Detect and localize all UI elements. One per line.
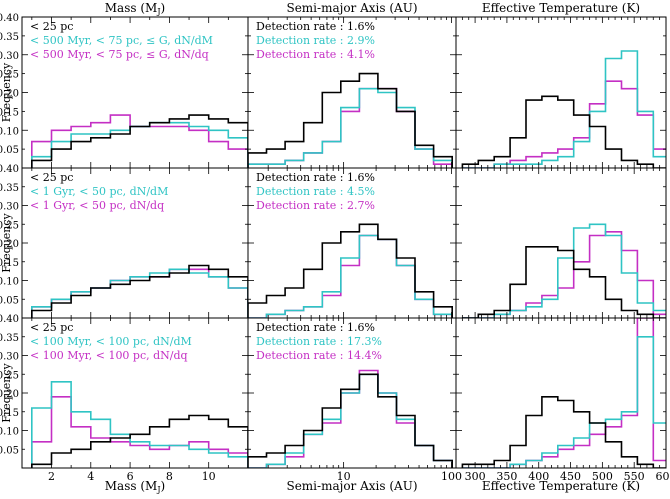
legend-entry-r1c0-2: < 1 Gyr, < 50 pc, dN/dq [30,199,164,212]
y-tick-label: 0.30 [0,202,19,213]
histogram-series-magenta-r0c1 [248,89,452,168]
histogram-series-cyan-r2c1 [248,374,452,468]
histogram-series-black-r1c0 [32,266,248,319]
legend-entry-r1c1-0: Detection rate : 1.6% [256,171,375,184]
histogram-series-cyan-r2c2 [462,337,669,468]
x-tick-label: 600 [656,470,670,483]
histogram-series-cyan-r2c0 [32,382,248,468]
legend-entry-r1c0-1: < 1 Gyr, < 50 pc, dN/dM [30,185,168,198]
column-title-2: Effective Temperature (K) [482,1,640,15]
legend-entry-r2c0-2: < 100 Myr, < 100 pc, dN/dq [30,349,188,362]
x-tick-label: 4 [87,470,94,483]
histogram-series-magenta-r2c0 [32,397,248,468]
y-tick-label: 0.30 [0,352,19,363]
legend-entry-r0c1-1: Detection rate : 2.9% [256,34,375,47]
histogram-series-cyan-r0c2 [462,51,669,168]
y-axis-label-row-0: Frequency [0,62,13,122]
x-axis-label-1: Semi-major Axis (AU) [286,479,417,493]
x-axis-label-2: Effective Temperature (K) [482,479,640,493]
x-tick-label: 2 [48,470,55,483]
histogram-series-magenta-r1c1 [248,236,452,319]
column-title-0: Mass (MJ) [105,1,165,16]
legend-entry-r2c1-2: Detection rate : 14.4% [256,349,382,362]
legend-entry-r0c0-1: < 500 Myr, < 75 pc, ≤ G, dN/dM [30,34,213,47]
x-tick-label: 100 [441,470,462,483]
legend-entry-r2c1-1: Detection rate : 17.3% [256,335,382,348]
y-tick-label: 0.10 [0,277,19,288]
histogram-series-cyan-r1c1 [248,236,452,319]
histogram-series-black-r1c1 [248,224,452,318]
legend-entry-r0c1-0: Detection rate : 1.6% [256,20,375,33]
legend-entry-r2c0-1: < 100 Myr, < 100 pc, dN/dM [30,335,192,348]
y-tick-label: 0.35 [0,183,19,194]
y-tick-label: 0.40 [0,314,19,325]
column-title-1: Semi-major Axis (AU) [286,1,417,15]
legend-entry-r0c0-2: < 500 Myr, < 75 pc, ≤ G, dN/dq [30,48,209,61]
y-tick-label: 0.40 [0,164,19,175]
y-tick-label: 0.35 [0,333,19,344]
legend-entry-r1c1-1: Detection rate : 4.5% [256,185,375,198]
y-tick-label: 0.05 [0,145,19,156]
histogram-series-cyan-r1c0 [32,269,248,318]
x-axis-label-0: Mass (MJ) [105,479,165,494]
y-tick-label: 0.40 [0,13,19,24]
panel-frame-r0c2 [456,17,666,168]
histogram-series-black-r0c1 [248,74,452,168]
legend-entry-r1c1-2: Detection rate : 2.7% [256,199,375,212]
histogram-series-black-r2c1 [248,374,452,468]
legend-entry-r2c1-0: Detection rate : 1.6% [256,321,375,334]
y-tick-label: 0.30 [0,51,19,62]
y-axis-label-row-2: Frequency [0,362,13,422]
y-tick-label: 0.10 [0,427,19,438]
x-tick-label: 8 [166,470,173,483]
legend-entry-r0c1-2: Detection rate : 4.1% [256,48,375,61]
x-tick-label: 10 [202,470,216,483]
y-tick-label: 0.05 [0,445,19,456]
panel-frame-r1c2 [456,168,666,318]
y-tick-label: 0.10 [0,126,19,137]
y-tick-label: 0.05 [0,295,19,306]
histogram-series-cyan-r0c1 [248,89,452,168]
y-tick-label: 0.35 [0,32,19,43]
histogram-series-cyan-r0c0 [32,123,248,168]
y-axis-label-row-1: Frequency [0,212,13,272]
